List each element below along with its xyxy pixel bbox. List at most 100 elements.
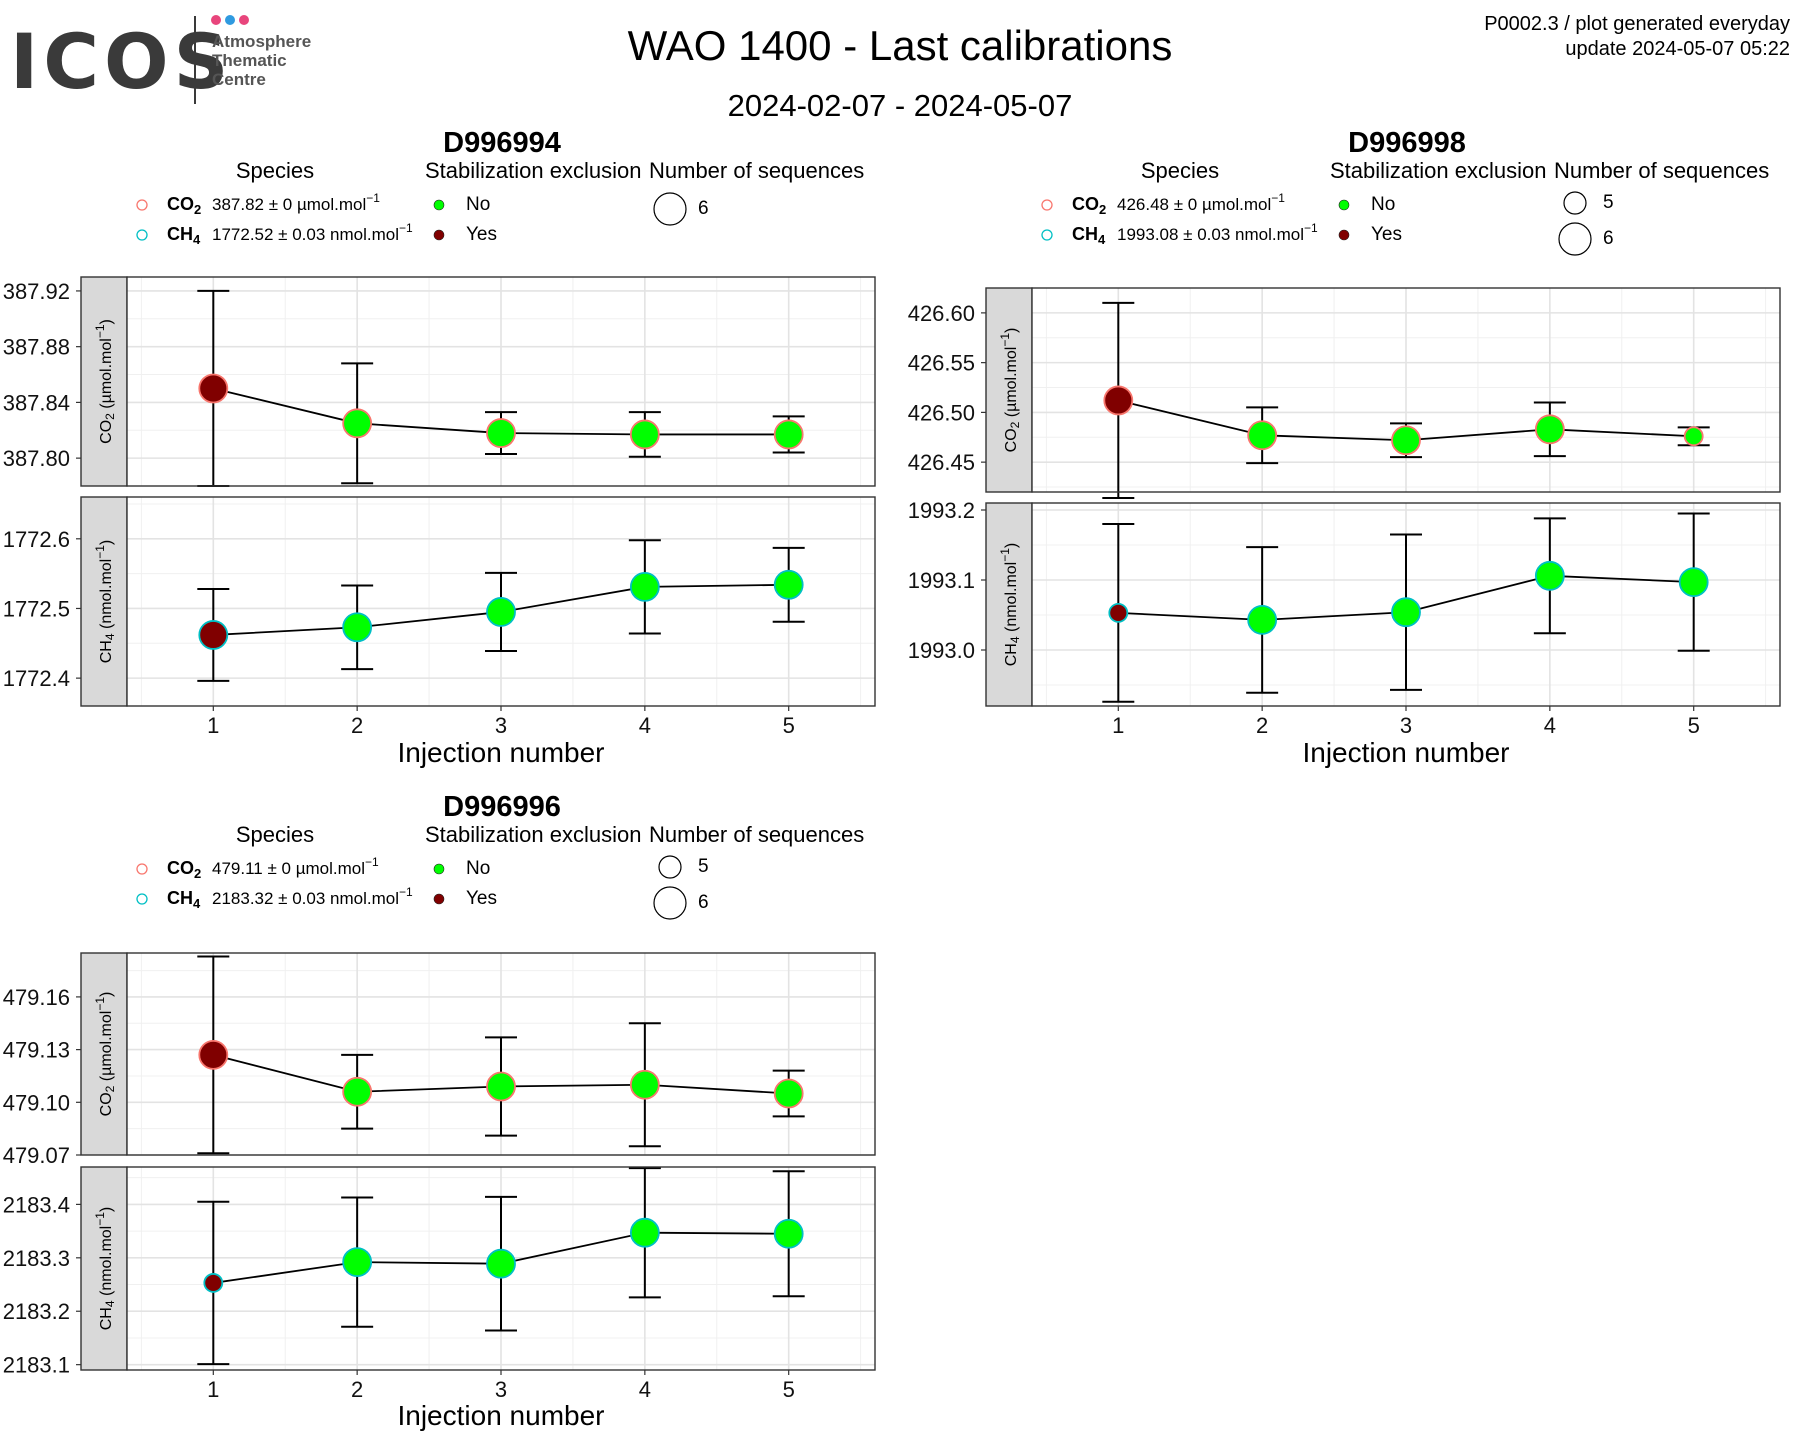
x-tick-label: 2: [1256, 713, 1268, 738]
logo-dot: [211, 15, 221, 25]
chart-title: D996998: [1348, 127, 1466, 159]
y-tick-label: 2183.3: [3, 1246, 70, 1271]
panel-strip: [985, 502, 1033, 707]
panel-border: [126, 952, 876, 1156]
legend-label-no: No: [466, 194, 490, 215]
x-tick-label: 3: [1400, 713, 1412, 738]
logo-dot: [225, 15, 235, 25]
y-tick-label: 387.88: [3, 335, 70, 360]
logo-subtitle: Atmosphere Thematic Centre: [212, 32, 311, 89]
legend-title-sequences: Number of sequences: [649, 822, 864, 847]
legend-label-co2: CO2: [167, 194, 201, 217]
legend-label-seq-5: 5: [1603, 192, 1614, 213]
y-tick-label: 387.80: [3, 446, 70, 471]
x-tick-label: 5: [783, 1377, 795, 1402]
legend-key-seq-5: [658, 855, 682, 879]
y-tick-label: 1993.2: [908, 498, 975, 523]
legend-key-ch4: [136, 893, 148, 905]
chart-title: D996996: [443, 791, 561, 823]
y-tick-label: 2183.4: [3, 1192, 70, 1217]
legend-key-no: [1338, 199, 1350, 211]
y-tick-label: 1772.5: [3, 596, 70, 621]
panel-ch4: CH4 (nmol.mol−1) 1993.0 1993.1 1993.2: [908, 498, 1781, 707]
data-point: [198, 1039, 229, 1070]
plot-info-line: P0002.3 / plot generated everyday: [1484, 13, 1790, 35]
data-point: [629, 419, 660, 450]
y-tick-label: 1993.1: [908, 568, 975, 593]
x-axis-label: Injection number: [397, 1400, 604, 1431]
page-subtitle: 2024-02-07 - 2024-05-07: [727, 88, 1073, 123]
panel-strip: [80, 496, 128, 707]
legend-label-seq-5: 5: [698, 856, 709, 877]
y-tick-label: 2183.2: [3, 1299, 70, 1324]
data-point: [773, 1078, 804, 1109]
x-tick-label: 3: [495, 713, 507, 738]
legend-label-seq-6: 6: [1603, 228, 1614, 249]
y-tick-label: 479.16: [3, 985, 70, 1010]
data-point: [486, 1248, 516, 1279]
logo-wordmark: ICOS: [10, 17, 234, 106]
panel-strip-label: CH4 (nmol.mol−1): [998, 543, 1022, 667]
legend-key-yes: [433, 229, 445, 241]
legend-label-no: No: [1371, 194, 1395, 215]
plot-info-update: update 2024-05-07 05:22: [1565, 38, 1790, 60]
legend-value-ch4: 1993.08 ± 0.03 nmol.mol−1: [1117, 221, 1318, 244]
legend-key-no: [433, 863, 445, 875]
panel-strip-label: CO2 (µmol.mol−1): [93, 992, 117, 1117]
panel-strip-label: CH4 (nmol.mol−1): [93, 540, 117, 664]
y-tick-label: 426.50: [908, 400, 975, 425]
y-tick-label: 426.45: [908, 450, 975, 475]
data-point: [342, 408, 373, 439]
legend-label-ch4: CH4: [167, 888, 201, 911]
legend-value-co2: 387.82 ± 0 µmol.mol−1: [212, 191, 380, 214]
icos-logo: ICOS Atmosphere Thematic Centre: [10, 14, 340, 110]
chart-legend: Species Stabilization exclusion Number of …: [1041, 158, 1769, 256]
y-tick-label: 426.55: [908, 351, 975, 376]
panel-strip: [80, 1166, 128, 1371]
panel-border: [126, 276, 876, 487]
legend-key-co2: [136, 199, 148, 211]
data-point: [342, 1247, 373, 1277]
data-point: [203, 1273, 224, 1293]
legend-title-stabilization: Stabilization exclusion: [1330, 158, 1546, 183]
panel-strip: [985, 287, 1033, 493]
y-tick-label: 479.07: [3, 1143, 70, 1168]
data-point: [1391, 597, 1421, 628]
panel-border: [1031, 287, 1781, 493]
panel-strip: [80, 276, 128, 487]
panel-ch4: CH4 (nmol.mol−1) 2183.1 2183.2 2183.3 2183.4: [3, 1166, 876, 1378]
legend-key-seq-6: [653, 886, 687, 920]
y-tick-label: 479.13: [3, 1038, 70, 1063]
legend-title-species: Species: [236, 158, 314, 183]
x-tick-label: 2: [351, 1377, 363, 1402]
legend-label-seq-6: 6: [698, 198, 709, 219]
legend-title-sequences: Number of sequences: [649, 158, 864, 183]
page-title: WAO 1400 - Last calibrations: [627, 22, 1173, 69]
data-point: [1534, 414, 1565, 445]
data-point: [1108, 603, 1129, 623]
data-point: [629, 571, 660, 602]
data-point: [198, 373, 229, 404]
legend-value-ch4: 1772.52 ± 0.03 nmol.mol−1: [212, 221, 413, 244]
plot-info: P0002.3 / plot generated everyday update…: [1484, 12, 1790, 62]
panel-ch4: CH4 (nmol.mol−1) 1772.4 1772.5 1772.6: [3, 496, 876, 707]
y-tick-label: 1772.4: [3, 666, 70, 691]
x-tick-label: 5: [1688, 713, 1700, 738]
logo-line: Centre: [212, 70, 266, 89]
data-point: [629, 1069, 660, 1100]
legend-label-ch4: CH4: [167, 224, 201, 247]
x-tick-label: 4: [639, 1377, 651, 1402]
data-point: [486, 418, 516, 448]
legend-key-ch4: [136, 229, 148, 241]
logo-line: Thematic: [212, 51, 287, 70]
legend-label-co2: CO2: [167, 858, 201, 881]
panel-strip-label: CO2 (µmol.mol−1): [93, 319, 117, 444]
legend-key-seq-5: [1563, 191, 1587, 215]
data-point: [486, 1071, 516, 1102]
logo-dots-icon: [211, 15, 249, 25]
legend-label-no: No: [466, 858, 490, 879]
y-tick-label: 426.60: [908, 301, 975, 326]
chart-d996998: D996998 Species Stabilization exclusion Num…: [908, 127, 1781, 768]
data-point: [773, 419, 804, 450]
